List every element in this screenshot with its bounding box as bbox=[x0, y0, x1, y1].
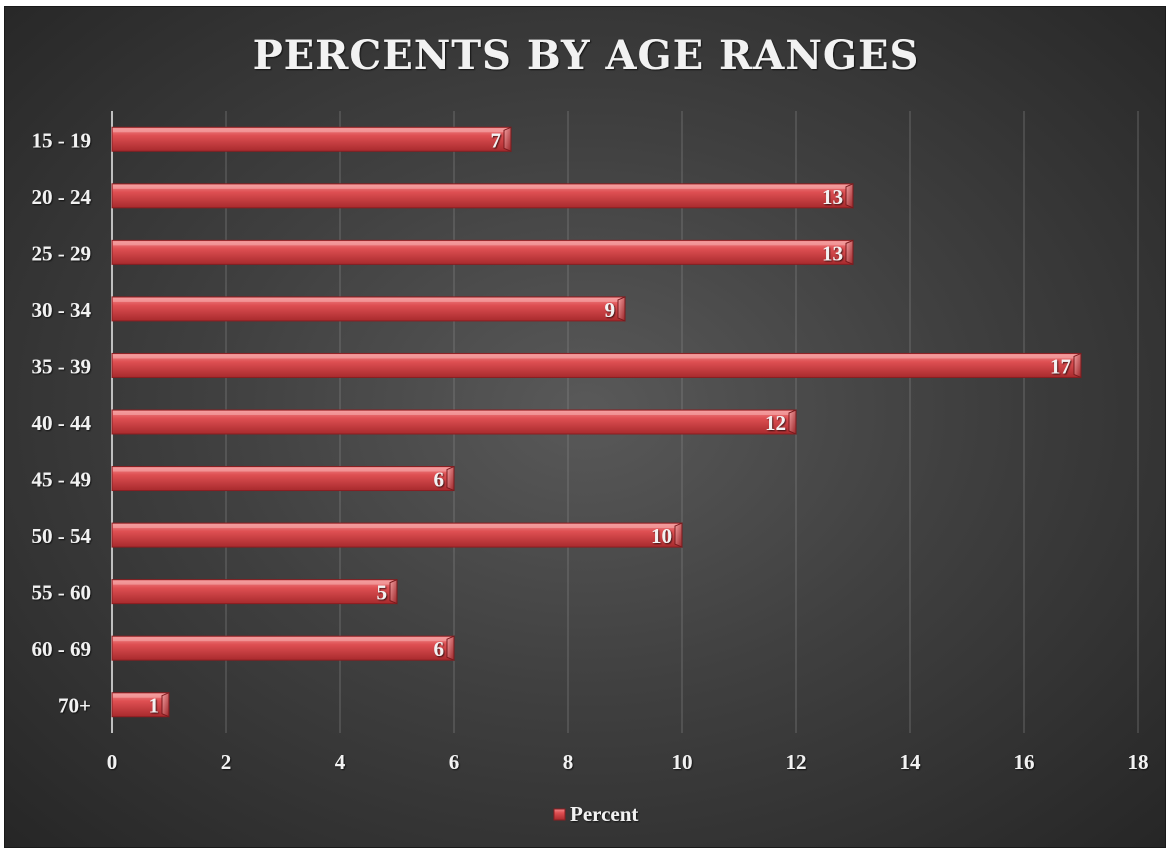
x-tick-label: 4 bbox=[335, 750, 346, 774]
data-label: 1 bbox=[149, 694, 160, 718]
bar-end-cap bbox=[389, 578, 398, 605]
category-label: 50 - 54 bbox=[32, 524, 92, 548]
x-tick-label: 10 bbox=[672, 750, 693, 774]
x-axis-tick-labels: 0 2 4 6 8 10 12 14 16 18 bbox=[107, 750, 1149, 774]
bar-20-24: 13 bbox=[111, 183, 854, 209]
chart-container: PERCENTS BY AGE RANGES 7 13 13 9 17 12 6 10 5 6 1 … bbox=[4, 6, 1166, 848]
bar-highlight bbox=[113, 637, 453, 642]
bar-60-69: 6 bbox=[111, 635, 455, 661]
bar-highlight bbox=[113, 467, 453, 472]
category-label: 55 - 60 bbox=[32, 581, 92, 605]
category-label: 15 - 19 bbox=[32, 128, 92, 152]
category-label: 20 - 24 bbox=[32, 185, 92, 209]
data-label: 13 bbox=[822, 241, 843, 265]
data-label: 6 bbox=[434, 468, 445, 492]
x-tick-label: 16 bbox=[1014, 750, 1035, 774]
bar-40-44: 12 bbox=[111, 409, 797, 435]
data-label: 6 bbox=[434, 637, 445, 661]
bar-highlight bbox=[113, 184, 852, 189]
category-label: 25 - 29 bbox=[32, 241, 92, 265]
x-tick-label: 18 bbox=[1128, 750, 1149, 774]
bar-end-cap bbox=[446, 635, 455, 661]
data-label: 10 bbox=[651, 524, 672, 548]
bar-end-cap bbox=[845, 183, 854, 209]
x-tick-label: 2 bbox=[221, 750, 232, 774]
bar-highlight bbox=[113, 354, 1080, 359]
x-tick-label: 12 bbox=[786, 750, 807, 774]
category-label: 30 - 34 bbox=[32, 298, 92, 322]
bar-highlight bbox=[113, 693, 168, 698]
bar-highlight bbox=[113, 128, 510, 133]
x-tick-label: 6 bbox=[449, 750, 460, 774]
bar-highlight bbox=[113, 297, 624, 302]
legend-swatch-percent bbox=[553, 808, 566, 821]
bar-end-cap bbox=[674, 522, 683, 548]
category-label: 40 - 44 bbox=[32, 411, 92, 435]
bar-50-54: 10 bbox=[111, 522, 683, 548]
data-label: 13 bbox=[822, 185, 843, 209]
bar-end-cap bbox=[1073, 352, 1082, 379]
bar-35-39: 17 bbox=[111, 352, 1082, 379]
category-label: 60 - 69 bbox=[32, 637, 92, 661]
bar-chart: PERCENTS BY AGE RANGES 7131391712610561 … bbox=[32, 32, 1149, 826]
bar-end-cap bbox=[788, 409, 797, 435]
bar-15-19: 7 bbox=[111, 126, 512, 153]
category-label: 45 - 49 bbox=[32, 468, 92, 492]
data-label: 12 bbox=[765, 411, 786, 435]
bar-end-cap bbox=[617, 296, 626, 322]
chart-title: PERCENTS BY AGE RANGES bbox=[253, 32, 920, 79]
data-label: 17 bbox=[1050, 354, 1071, 378]
category-label: 35 - 39 bbox=[32, 354, 92, 378]
bar-highlight bbox=[113, 241, 852, 246]
bar-end-cap bbox=[161, 691, 170, 718]
data-label: 9 bbox=[605, 298, 616, 322]
bar-25-29: 13 bbox=[111, 239, 854, 266]
category-label: 70+ bbox=[58, 694, 91, 718]
bar-45-49: 6 bbox=[111, 465, 455, 492]
category-labels: 15 - 19 20 - 24 25 - 29 30 - 34 35 - 39 40 - … bbox=[32, 128, 92, 717]
x-tick-label: 14 bbox=[900, 750, 922, 774]
data-label: 5 bbox=[377, 581, 388, 605]
data-label: 7 bbox=[491, 128, 502, 152]
bar-end-cap bbox=[446, 465, 455, 492]
bar-70+: 1 bbox=[111, 691, 170, 718]
bar-end-cap bbox=[503, 126, 512, 153]
bar-55-60: 5 bbox=[111, 578, 398, 605]
x-tick-label: 0 bbox=[107, 750, 118, 774]
bar-30-34: 9 bbox=[111, 296, 626, 322]
bar-highlight bbox=[113, 411, 795, 415]
legend-label-percent: Percent bbox=[570, 802, 638, 826]
bar-highlight bbox=[113, 524, 681, 529]
legend: Percent bbox=[553, 802, 638, 826]
bar-end-cap bbox=[845, 239, 854, 266]
bars: 7 13 13 9 17 12 6 10 5 6 1 bbox=[111, 126, 1082, 718]
bar-highlight bbox=[113, 580, 396, 585]
x-tick-label: 8 bbox=[563, 750, 574, 774]
